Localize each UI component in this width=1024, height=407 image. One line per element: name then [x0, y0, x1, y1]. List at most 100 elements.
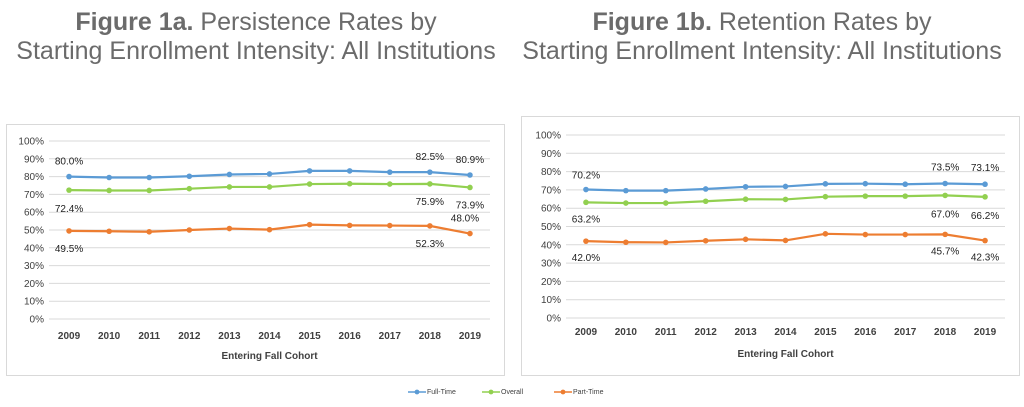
chart-1b-x-tick-label: 2013 [734, 327, 757, 338]
chart-1b-point-full-time [623, 187, 629, 194]
legend-swatch-marker [560, 389, 566, 395]
legend-item-overall: Overall [481, 385, 523, 399]
legend-swatch-part-time [554, 389, 572, 395]
chart-1a-data-label: 80.9% [456, 155, 484, 166]
chart-1b-point-full-time [862, 180, 869, 187]
chart-1b-y-tick-label: 100% [535, 131, 561, 142]
chart-1b-point-overall [662, 200, 669, 206]
chart-1a-point-part-time [266, 226, 273, 233]
chart-1a-x-tick-label: 2010 [98, 331, 121, 342]
legend-swatch-full-time [408, 389, 426, 395]
legend-label-overall: Overall [501, 388, 524, 396]
chart-1b-point-part-time [742, 236, 749, 243]
chart-1a-point-part-time [226, 225, 233, 232]
chart-1a-point-part-time [186, 227, 193, 233]
chart-1b-data-label: 63.2% [572, 214, 600, 225]
chart-1b-y-tick-label: 30% [541, 259, 561, 270]
chart-1a-point-part-time [306, 221, 313, 228]
chart-1a-data-label: 52.3% [416, 239, 444, 250]
figure-1a-title: Figure 1a. Persistence Rates by Starting… [0, 8, 512, 66]
chart-1a-area: 0% 10% 20% 30% 40% 50% 60% 70% 80% 90% 100% 2009 201… [6, 124, 505, 376]
chart-1b-x-tick-label: 2009 [575, 327, 598, 338]
chart-1a-point-full-time [146, 174, 153, 181]
chart-1b-y-tick-label: 0% [547, 314, 562, 325]
chart-1b-x-tick-label: 2011 [655, 327, 677, 338]
chart-1b-x-tick-label: 2019 [974, 327, 997, 338]
legend-label-full-time: Full-Time [427, 388, 456, 396]
chart-1a-x-tick-label: 2016 [339, 331, 362, 342]
chart-1b-point-overall [702, 198, 709, 205]
chart-1b-y-tick-label: 80% [541, 167, 561, 178]
chart-1b-point-overall [942, 192, 948, 199]
chart-1a-data-label: 80.0% [55, 157, 83, 168]
chart-1a-point-part-time [467, 230, 473, 237]
chart-1a-point-full-time [427, 169, 433, 175]
chart-1b-point-part-time [782, 237, 789, 244]
chart-1a-data-label: 82.5% [416, 152, 444, 163]
chart-1b-point-overall [982, 194, 988, 200]
legend-item-part-time: Part-Time [553, 385, 603, 399]
chart-1b-area: 0% 10% 20% 30% 40% 50% 60% 70% 80% 90% 100% 2009 201… [521, 116, 1020, 376]
chart-1b-point-part-time [942, 231, 948, 238]
chart-1a-y-tick-label: 100% [18, 137, 44, 148]
chart-1b-y-tick-label: 40% [541, 240, 561, 251]
chart-1b-point-full-time [902, 181, 909, 188]
chart-1a-point-overall [346, 180, 353, 187]
chart-1a-y-tick-label: 80% [24, 172, 44, 183]
chart-1b-point-part-time [982, 237, 988, 244]
chart-1a-x-axis-title: Entering Fall Cohort [221, 351, 318, 362]
chart-1a-point-full-time [346, 168, 353, 174]
chart-1a-y-tick-label: 50% [24, 226, 44, 237]
chart-1a-point-part-time [346, 222, 353, 229]
chart-1a-point-overall [266, 184, 273, 190]
chart-1b-y-tick-label: 70% [541, 185, 561, 196]
chart-1a-point-overall [226, 184, 233, 190]
chart-1a-point-full-time [106, 174, 112, 181]
chart-1b-point-overall [782, 196, 789, 203]
chart-1b-data-label: 67.0% [931, 209, 959, 220]
chart-1b-x-tick-label: 2017 [894, 327, 917, 338]
chart-1b-data-label: 70.2% [572, 171, 600, 182]
chart-1a-y-tick-label: 40% [24, 243, 44, 254]
chart-1a-point-overall [306, 181, 313, 187]
chart-1b-point-part-time [662, 239, 669, 246]
chart-1a-data-label: 48.0% [451, 214, 479, 225]
chart-1b-point-full-time [662, 187, 669, 194]
chart-1b-x-tick-label: 2015 [814, 327, 837, 338]
figure-1a-title-line2: Starting Enrollment Intensity: All Insti… [16, 37, 496, 65]
chart-1b-point-full-time [942, 180, 948, 187]
chart-1a-y-tick-label: 90% [24, 154, 44, 165]
chart-1b-x-tick-label: 2018 [934, 327, 957, 338]
chart-1b-point-full-time [742, 183, 749, 190]
chart-1b-point-overall [822, 193, 829, 200]
legend-swatch-overall [482, 389, 500, 395]
chart-1b-data-label: 42.0% [572, 253, 600, 264]
chart-1a-x-tick-label: 2011 [138, 331, 160, 342]
chart-1b-point-overall [902, 193, 909, 199]
chart-1a-point-overall [467, 184, 473, 191]
chart-1a-y-tick-label: 0% [30, 315, 45, 326]
chart-1b-data-label: 45.7% [931, 246, 959, 257]
chart-1a-point-overall [146, 187, 153, 194]
chart-1a-point-part-time [386, 222, 393, 229]
chart-1a-y-tick-label: 30% [24, 261, 44, 272]
chart-1b-svg: 0% 10% 20% 30% 40% 50% 60% 70% 80% 90% 100% 2009 201… [535, 131, 1005, 360]
chart-1b-point-part-time [583, 238, 589, 244]
chart-legend: Full-Time Overall Part-Time [0, 385, 1024, 399]
chart-1a-point-full-time [467, 172, 473, 178]
chart-1b-point-overall [583, 199, 589, 206]
chart-1b-point-overall [623, 200, 629, 206]
legend-swatch-marker [414, 389, 420, 395]
chart-1b-point-full-time [702, 186, 709, 192]
figure-1b-label: Figure 1b. [592, 8, 712, 36]
chart-1a-point-full-time [226, 171, 233, 178]
chart-1b-point-overall [862, 193, 869, 199]
chart-1a-point-part-time [427, 223, 433, 229]
chart-1a-svg: 0% 10% 20% 30% 40% 50% 60% 70% 80% 90% 100% 2009 201… [18, 137, 490, 362]
chart-1b-point-part-time [702, 237, 709, 244]
chart-1a-y-tick-label: 10% [24, 297, 44, 308]
figure-1a-title-text: Persistence Rates by [193, 8, 437, 36]
chart-1b-x-tick-label: 2010 [615, 327, 638, 338]
chart-1b-y-tick-label: 50% [541, 222, 561, 233]
chart-1b-y-tick-label: 90% [541, 149, 561, 160]
